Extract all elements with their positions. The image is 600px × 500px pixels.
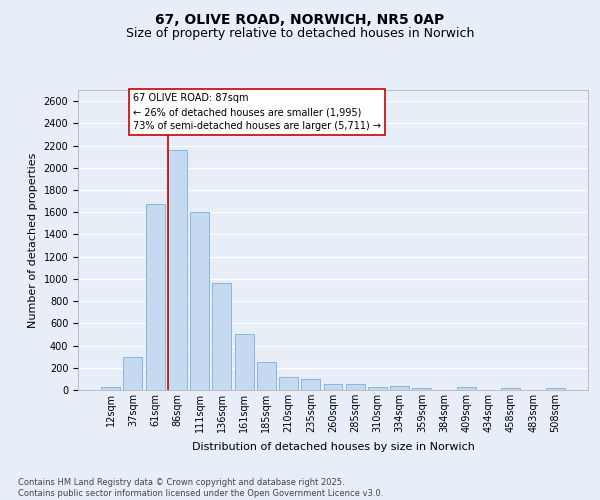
Bar bbox=[457, 386, 476, 390]
Bar bbox=[323, 384, 343, 390]
Bar bbox=[368, 386, 387, 390]
Text: Contains HM Land Registry data © Crown copyright and database right 2025.
Contai: Contains HM Land Registry data © Crown c… bbox=[18, 478, 383, 498]
Text: 67 OLIVE ROAD: 87sqm
← 26% of detached houses are smaller (1,995)
73% of semi-de: 67 OLIVE ROAD: 87sqm ← 26% of detached h… bbox=[133, 93, 381, 131]
Bar bbox=[212, 283, 231, 390]
Bar bbox=[301, 379, 320, 390]
Bar bbox=[124, 356, 142, 390]
Bar bbox=[390, 386, 409, 390]
Y-axis label: Number of detached properties: Number of detached properties bbox=[28, 152, 38, 328]
Bar bbox=[412, 388, 431, 390]
Bar bbox=[346, 384, 365, 390]
Bar bbox=[190, 212, 209, 390]
Bar bbox=[146, 204, 164, 390]
Text: Distribution of detached houses by size in Norwich: Distribution of detached houses by size … bbox=[191, 442, 475, 452]
Text: 67, OLIVE ROAD, NORWICH, NR5 0AP: 67, OLIVE ROAD, NORWICH, NR5 0AP bbox=[155, 12, 445, 26]
Bar bbox=[546, 388, 565, 390]
Bar bbox=[101, 387, 120, 390]
Bar bbox=[502, 388, 520, 390]
Bar bbox=[279, 376, 298, 390]
Bar bbox=[235, 334, 254, 390]
Text: Size of property relative to detached houses in Norwich: Size of property relative to detached ho… bbox=[126, 28, 474, 40]
Bar bbox=[168, 150, 187, 390]
Bar bbox=[257, 362, 276, 390]
